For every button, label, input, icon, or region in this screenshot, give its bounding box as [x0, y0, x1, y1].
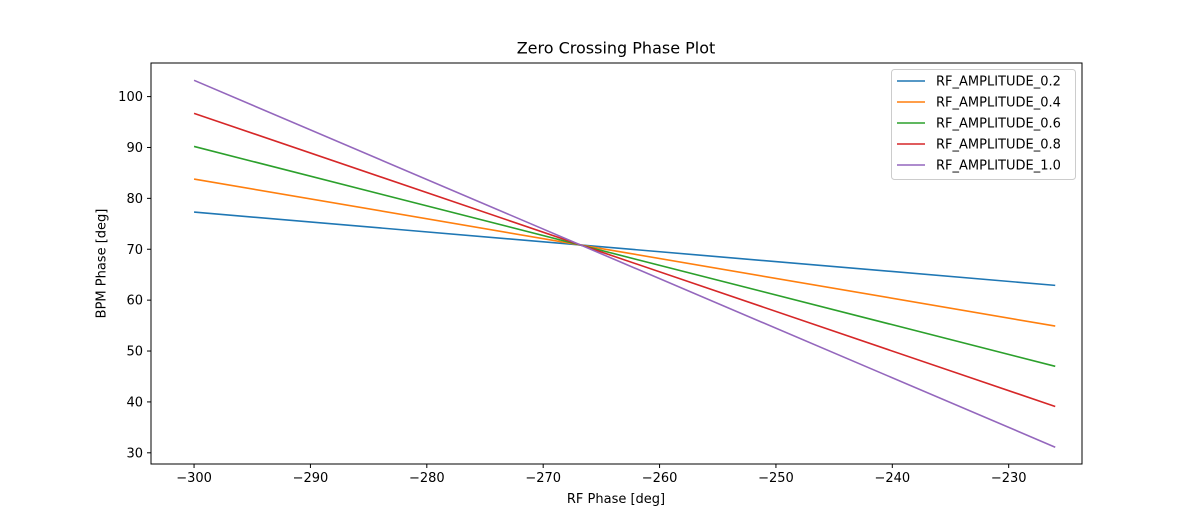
x-tick-label: −280: [409, 471, 445, 486]
legend-items: RF_AMPLITUDE_0.2 RF_AMPLITUDE_0.4 RF_AMPLI…: [897, 75, 1061, 174]
y-tick-label: 80: [126, 192, 143, 207]
chart-title: Zero Crossing Phase Plot: [517, 39, 716, 58]
x-tick-label: −290: [293, 471, 329, 486]
series-line-4: [193, 112, 1056, 408]
x-axis-label: RF Phase [deg]: [567, 492, 665, 507]
y-tick-label: 100: [118, 90, 143, 105]
legend-label: RF_AMPLITUDE_1.0: [936, 159, 1061, 174]
legend-label: RF_AMPLITUDE_0.4: [936, 96, 1061, 111]
y-axis-ticks: 30 40 50 60 70 80 90 100: [118, 90, 151, 461]
legend-label: RF_AMPLITUDE_0.2: [936, 75, 1061, 90]
series-line-2: [193, 178, 1056, 327]
y-tick-label: 30: [126, 446, 143, 461]
y-axis-label: BPM Phase [deg]: [95, 209, 110, 319]
x-axis-ticks: −300 −290 −280 −270 −260 −250 −240 −230: [176, 464, 1027, 486]
y-tick-label: 50: [126, 345, 143, 360]
y-tick-label: 70: [126, 243, 143, 258]
legend-label: RF_AMPLITUDE_0.8: [936, 138, 1061, 153]
series-layer: [193, 79, 1056, 448]
axes-frame: [150, 62, 1083, 465]
plot-area: −300 −290 −280 −270 −260 −250 −240 −230 30 40 50 6…: [118, 62, 1083, 486]
x-tick-label: −260: [642, 471, 678, 486]
y-tick-label: 40: [126, 395, 143, 410]
y-tick-label: 90: [126, 141, 143, 156]
series-line-1: [193, 211, 1056, 287]
y-tick-label: 60: [126, 294, 143, 309]
series-line-3: [193, 145, 1056, 368]
x-tick-label: −230: [991, 471, 1027, 486]
x-tick-label: −300: [176, 471, 212, 486]
x-tick-label: −240: [874, 471, 910, 486]
legend-box: [891, 69, 1076, 180]
legend-label: RF_AMPLITUDE_0.6: [936, 117, 1061, 132]
x-tick-label: −270: [525, 471, 561, 486]
series-line-5: [193, 79, 1056, 448]
x-tick-label: −250: [758, 471, 794, 486]
legend: RF_AMPLITUDE_0.2 RF_AMPLITUDE_0.4 RF_AMPLI…: [891, 69, 1076, 180]
